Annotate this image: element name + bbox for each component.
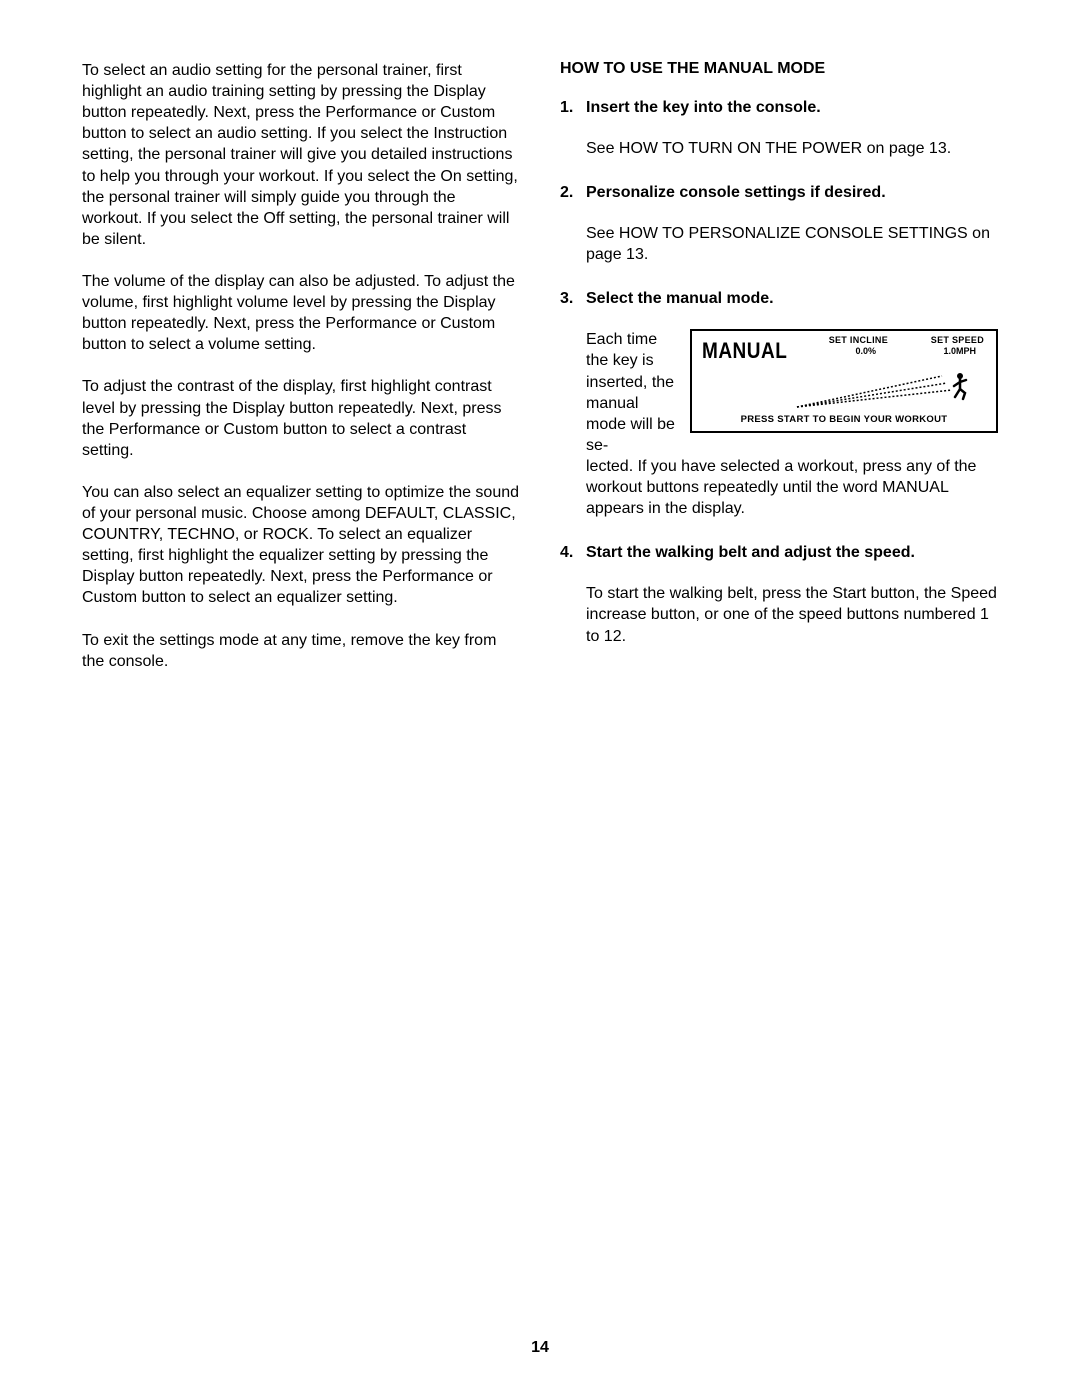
left-column: To select an audio setting for the perso… (82, 60, 520, 693)
lcd-speed-value: 1.0MPH (943, 346, 976, 356)
lcd-screen: MANUAL SET INCLINE 0.0% SET SPEED 1.0MPH (690, 329, 998, 433)
lcd-speed-label: SET SPEED (931, 335, 984, 345)
step-2: 2. Personalize console settings if desir… (560, 184, 998, 286)
right-column: HOW TO USE THE MANUAL MODE 1. Insert the… (560, 60, 998, 693)
step-number: 4. (560, 544, 586, 667)
step-body: See HOW TO TURN ON THE POWER on page 13. (586, 138, 998, 159)
paragraph-contrast: To adjust the contrast of the display, f… (82, 376, 520, 460)
step3-beside-text: Each time the key is inserted, the manua… (586, 329, 676, 456)
step-number: 3. (560, 290, 586, 540)
lcd-bottom-text: PRESS START TO BEGIN YOUR WORKOUT (692, 414, 996, 425)
paragraph-audio-setting: To select an audio setting for the perso… (82, 60, 520, 250)
step-number: 1. (560, 99, 586, 180)
step-body: To start the walking belt, press the Sta… (586, 583, 998, 646)
step-number: 2. (560, 184, 586, 286)
page-number: 14 (0, 1339, 1080, 1357)
step-title: Start the walking belt and adjust the sp… (586, 544, 998, 562)
step-content: Select the manual mode. Each time the ke… (586, 290, 998, 540)
step3-text-lcd-row: Each time the key is inserted, the manua… (586, 329, 998, 456)
step-3: 3. Select the manual mode. Each time the… (560, 290, 998, 540)
section-header-manual-mode: HOW TO USE THE MANUAL MODE (560, 60, 998, 78)
step-4: 4. Start the walking belt and adjust the… (560, 544, 998, 667)
paragraph-exit-settings: To exit the settings mode at any time, r… (82, 630, 520, 672)
step-content: Personalize console settings if desired.… (586, 184, 998, 286)
lcd-manual-label: MANUAL (702, 340, 787, 365)
page-container: To select an audio setting for the perso… (0, 0, 1080, 693)
step-title: Insert the key into the console. (586, 99, 998, 117)
lcd-incline-label: SET INCLINE (829, 335, 888, 345)
step3-after-text: lected. If you have selected a workout, … (586, 456, 998, 519)
step-1: 1. Insert the key into the console. See … (560, 99, 998, 180)
step-title: Select the manual mode. (586, 290, 998, 308)
lcd-incline-value: 0.0% (855, 346, 876, 356)
step-content: Insert the key into the console. See HOW… (586, 99, 998, 180)
step-content: Start the walking belt and adjust the sp… (586, 544, 998, 667)
lcd-track-graphic (792, 369, 992, 409)
paragraph-equalizer: You can also select an equalizer setting… (82, 482, 520, 609)
paragraph-volume: The volume of the display can also be ad… (82, 271, 520, 355)
step-title: Personalize console settings if desired. (586, 184, 998, 202)
step-body: See HOW TO PERSONALIZE CONSOLE SETTINGS … (586, 223, 998, 265)
